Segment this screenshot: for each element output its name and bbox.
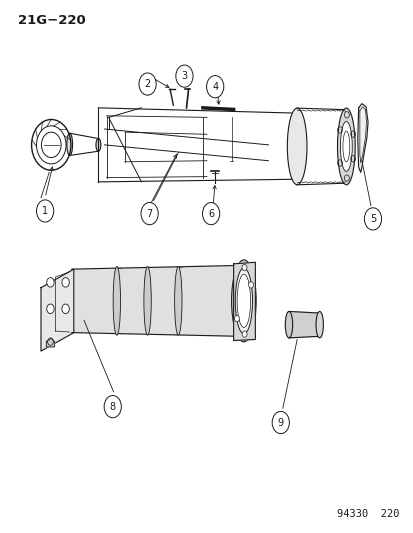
- Text: 9: 9: [277, 417, 283, 427]
- Circle shape: [36, 200, 54, 222]
- Polygon shape: [288, 311, 319, 338]
- Text: 21G−220: 21G−220: [19, 14, 86, 27]
- Circle shape: [363, 208, 381, 230]
- Circle shape: [242, 331, 247, 337]
- Polygon shape: [357, 103, 367, 172]
- Ellipse shape: [66, 133, 72, 156]
- Ellipse shape: [235, 268, 252, 334]
- Text: 6: 6: [208, 208, 214, 219]
- Circle shape: [62, 278, 69, 287]
- Text: 1: 1: [42, 206, 48, 216]
- Ellipse shape: [337, 108, 354, 185]
- Circle shape: [234, 316, 239, 322]
- Text: 2: 2: [144, 79, 150, 89]
- Circle shape: [139, 73, 156, 95]
- Text: 5: 5: [369, 214, 375, 224]
- Ellipse shape: [339, 122, 351, 172]
- Polygon shape: [41, 269, 74, 351]
- Circle shape: [47, 304, 54, 313]
- Circle shape: [176, 65, 192, 87]
- Ellipse shape: [315, 311, 323, 338]
- Text: 4: 4: [211, 82, 218, 92]
- Circle shape: [271, 411, 289, 434]
- Polygon shape: [233, 262, 255, 341]
- Ellipse shape: [96, 139, 101, 151]
- Ellipse shape: [287, 108, 306, 185]
- Text: 8: 8: [109, 402, 116, 411]
- Ellipse shape: [113, 266, 120, 335]
- Polygon shape: [71, 265, 239, 336]
- Circle shape: [104, 395, 121, 418]
- Ellipse shape: [144, 266, 151, 335]
- Circle shape: [62, 304, 69, 313]
- Text: 94330  220: 94330 220: [336, 510, 399, 519]
- Ellipse shape: [231, 260, 256, 342]
- Circle shape: [206, 76, 223, 98]
- Text: 7: 7: [146, 208, 152, 219]
- Text: 3: 3: [181, 71, 187, 81]
- Ellipse shape: [237, 274, 250, 327]
- Ellipse shape: [285, 311, 292, 338]
- Circle shape: [248, 282, 253, 288]
- Circle shape: [242, 264, 246, 271]
- Circle shape: [141, 203, 158, 225]
- Circle shape: [202, 203, 219, 225]
- Circle shape: [47, 278, 54, 287]
- Ellipse shape: [174, 266, 182, 335]
- Polygon shape: [46, 338, 55, 347]
